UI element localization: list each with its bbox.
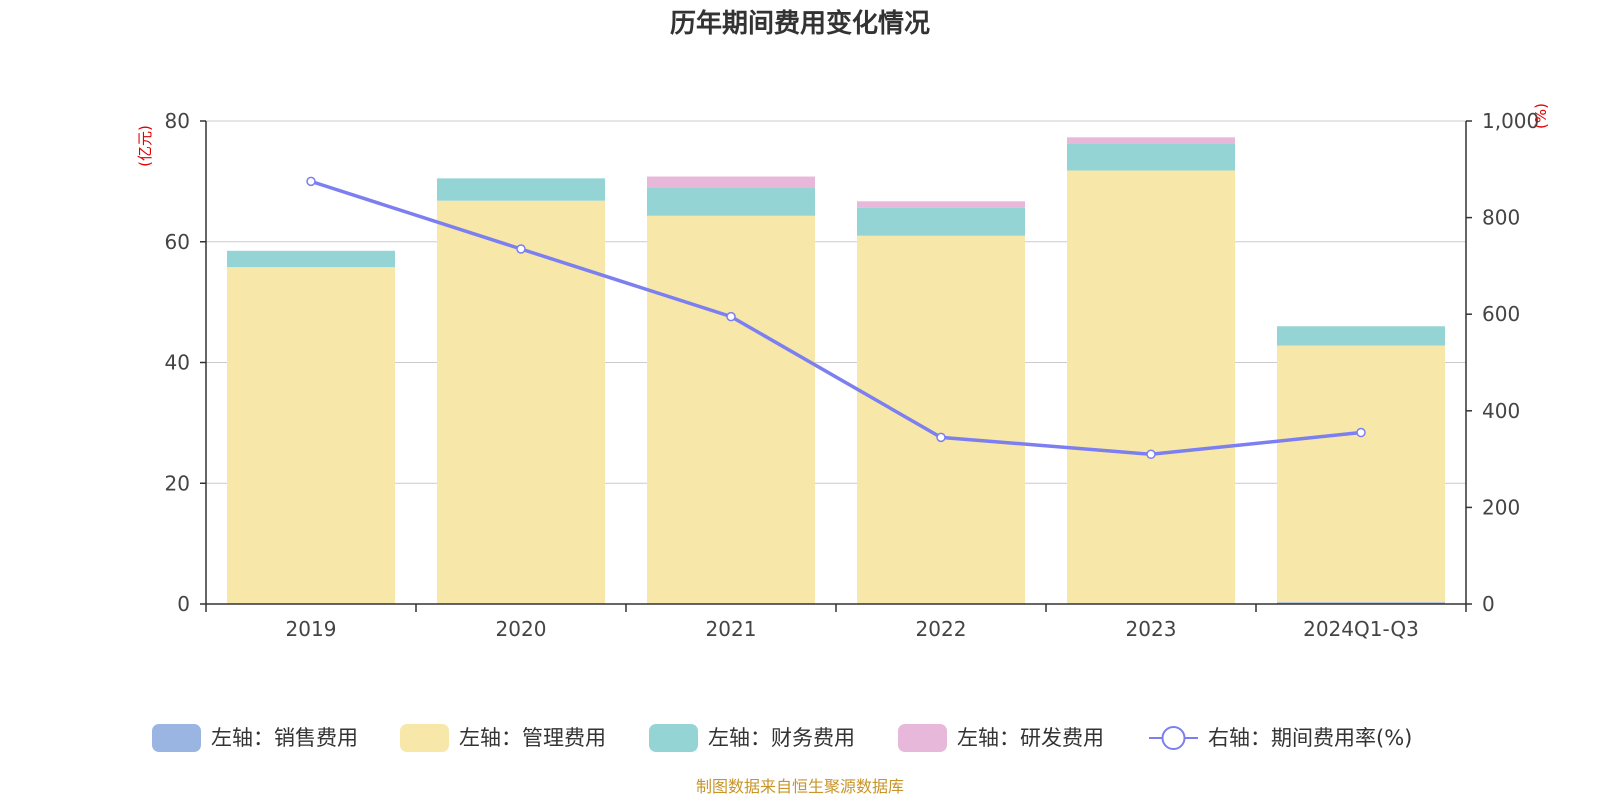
x-tick-label: 2021 <box>706 617 757 641</box>
right-tick-label: 200 <box>1482 495 1520 519</box>
bar <box>437 178 605 201</box>
legend-label: 左轴：销售费用 <box>211 726 358 750</box>
legend-label: 右轴：期间费用率(%) <box>1208 726 1412 750</box>
x-tick-label: 2023 <box>1126 617 1177 641</box>
legend-label: 左轴：研发费用 <box>957 726 1104 750</box>
bar <box>1067 170 1235 604</box>
x-tick-label: 2022 <box>916 617 967 641</box>
line-series <box>306 176 1366 460</box>
rate-point <box>306 176 316 187</box>
rate-point <box>516 244 526 254</box>
legend-label: 左轴：管理费用 <box>459 726 606 750</box>
legend-swatch <box>400 724 449 752</box>
bar <box>227 267 395 604</box>
bar <box>1067 137 1235 144</box>
legend-swatch <box>898 724 947 752</box>
left-tick-label: 40 <box>165 351 190 375</box>
legend-swatch <box>152 724 201 752</box>
bar <box>1277 345 1445 603</box>
bar <box>227 250 395 268</box>
left-tick-label: 0 <box>177 592 190 616</box>
chart-title: 历年期间费用变化情况 <box>670 8 930 39</box>
legend-swatch <box>649 724 698 752</box>
bar <box>1067 143 1235 171</box>
right-axis-unit: (%) <box>1532 103 1550 129</box>
bar <box>857 201 1025 208</box>
legend: 左轴：销售费用 左轴：管理费用 左轴：财务费用 左轴：研发费用 右轴：期间费用率(%) <box>152 724 1412 752</box>
left-tick-label: 80 <box>165 109 190 133</box>
bar <box>1277 326 1445 346</box>
bar <box>857 235 1025 604</box>
x-tick-label: 2020 <box>496 617 547 641</box>
rate-line <box>310 179 1362 457</box>
bar <box>647 188 815 216</box>
bar <box>857 207 1025 236</box>
rate-point <box>1356 427 1366 438</box>
rate-point <box>726 311 736 322</box>
right-tick-label: 0 <box>1482 592 1495 616</box>
bar <box>647 176 815 189</box>
right-tick-label: 800 <box>1482 206 1520 230</box>
left-tick-label: 60 <box>165 230 190 254</box>
rate-point <box>936 432 946 443</box>
bar-series <box>227 137 1445 604</box>
left-axis-unit: (亿元) <box>136 125 154 167</box>
right-tick-label: 400 <box>1482 399 1520 423</box>
legend-label: 左轴：财务费用 <box>708 726 855 750</box>
left-tick-label: 20 <box>165 471 190 495</box>
bar <box>437 200 605 604</box>
source-note: 制图数据来自恒生聚源数据库 <box>696 777 904 796</box>
x-tick-label: 2019 <box>286 617 337 641</box>
bar <box>647 215 815 604</box>
rate-point <box>1146 449 1156 460</box>
right-tick-label: 1,000 <box>1482 109 1539 133</box>
x-tick-label: 2024Q1-Q3 <box>1303 617 1419 641</box>
grid-lines <box>206 120 1466 484</box>
bar <box>1277 602 1445 604</box>
right-tick-label: 600 <box>1482 302 1520 326</box>
legend-marker <box>1161 726 1186 750</box>
